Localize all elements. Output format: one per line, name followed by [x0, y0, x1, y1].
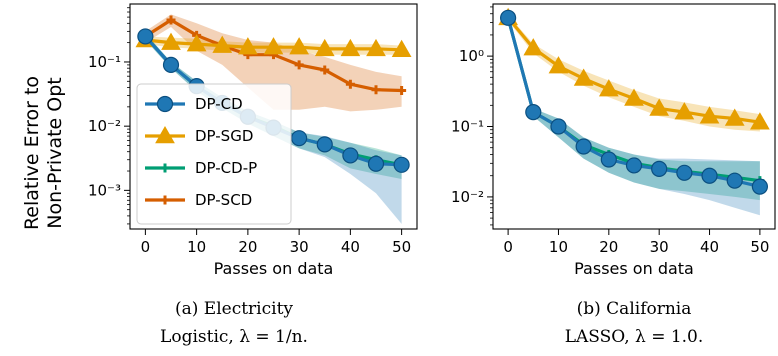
point-dp-sgd	[598, 79, 619, 97]
y-tick-label: 10⁻²	[88, 117, 121, 135]
point-dp-cd	[701, 167, 718, 184]
point-dp-sgd	[573, 68, 594, 86]
plot-frame	[129, 3, 418, 230]
point-dp-sgd	[391, 39, 412, 58]
y-tick-label: 10⁻¹	[451, 118, 484, 136]
point-dp-sgd	[674, 102, 695, 120]
point-dp-sgd	[366, 38, 386, 57]
point-dp-sgd	[340, 38, 361, 57]
point-dp-sgd	[624, 88, 644, 106]
point-dp-cd	[393, 156, 410, 173]
x-tick-label: 10	[187, 238, 206, 256]
point-dp-cd	[575, 138, 592, 155]
point-dp-sgd	[548, 56, 569, 74]
point-dp-cd	[316, 136, 333, 153]
point-dp-scd	[294, 60, 304, 70]
point-dp-cd	[726, 172, 743, 189]
point-dp-cd	[651, 160, 668, 177]
legend-label-dp-scd: DP-SCD	[195, 191, 252, 209]
point-dp-scd	[320, 65, 330, 75]
x-tick-label: 0	[503, 238, 513, 256]
y-tick-label: 10⁻²	[451, 188, 484, 206]
x-axis-title: Passes on data	[214, 259, 334, 278]
legend-box	[136, 83, 292, 225]
point-dp-sgd	[724, 108, 745, 126]
point-dp-sgd	[212, 35, 233, 53]
chart-panel-electricity: 10⁻¹ 10⁻² 10⁻³ 0 10 20 30 40 50 Passes on data DP-…	[88, 3, 418, 278]
point-dp-sgd	[523, 38, 544, 56]
caption-a-line-1: (a) Electricity	[175, 299, 293, 319]
point-dp-cd	[137, 28, 154, 45]
caption-a-line-2: Logistic, λ = 1/n.	[160, 327, 308, 347]
point-dp-cd	[751, 178, 768, 195]
x-tick-label: 20	[599, 238, 618, 256]
band-dp-scd	[145, 14, 402, 112]
y-tick-label: 10⁻³	[88, 181, 121, 199]
point-dp-scd	[397, 85, 407, 95]
x-tick-label: 50	[750, 238, 769, 256]
y-tick-label: 10⁰	[459, 47, 484, 65]
point-dp-cd	[500, 9, 517, 26]
point-dp-sgd	[699, 106, 720, 124]
legend-label-dp-sgd: DP-SGD	[195, 127, 253, 145]
x-tick-label: 50	[392, 238, 411, 256]
legend-marker-dp-cd-p	[160, 163, 170, 173]
point-dp-scd	[166, 15, 176, 25]
plot-frame	[492, 3, 776, 230]
point-dp-sgd	[750, 112, 770, 130]
point-dp-cd	[525, 104, 542, 121]
legend-label-dp-cd-p: DP-CD-P	[195, 159, 257, 177]
legend: DP-CD DP-SGD DP-CD-P DP-SCD	[136, 83, 292, 225]
legend-label-dp-cd: DP-CD	[195, 95, 243, 113]
y-tick-label: 10⁻¹	[88, 53, 121, 71]
x-tick-label: 40	[341, 238, 360, 256]
x-tick-label: 30	[290, 238, 309, 256]
legend-marker-dp-cd	[156, 95, 174, 113]
y-axis-label-line-1: Relative Error to	[21, 76, 43, 230]
point-dp-scd	[371, 85, 381, 95]
legend-marker-dp-sgd	[155, 125, 175, 144]
x-tick-label: 20	[238, 238, 257, 256]
point-dp-cd	[342, 147, 359, 164]
point-dp-sgd	[263, 37, 284, 55]
point-dp-sgd	[289, 37, 309, 55]
band-dp-cd	[508, 15, 760, 216]
legend-marker-dp-scd	[160, 195, 170, 205]
x-axis-title: Passes on data	[574, 259, 694, 278]
x-tick-label: 10	[549, 238, 568, 256]
caption-b-line-1: (b) California	[577, 299, 692, 319]
point-dp-sgd	[161, 32, 181, 50]
point-dp-scd	[345, 79, 355, 89]
x-tick-label: 40	[700, 238, 719, 256]
point-dp-cd	[600, 151, 617, 168]
point-dp-cd	[550, 118, 567, 135]
band-dp-cd-p	[145, 33, 402, 179]
point-dp-cd	[676, 164, 693, 181]
point-dp-cd	[291, 130, 308, 147]
point-dp-cd	[367, 155, 385, 172]
x-tick-label: 30	[650, 238, 669, 256]
point-dp-sgd	[314, 38, 335, 57]
chart-panel-california: 10⁰ 10⁻¹ 10⁻² 0 10 20 30 40 50 Passes on data	[451, 3, 776, 278]
y-axis-label-line-2: Non-Private Opt	[44, 77, 66, 228]
point-dp-sgd	[238, 37, 258, 55]
point-dp-sgd	[186, 34, 207, 52]
point-dp-sgd	[649, 98, 670, 116]
point-dp-cd	[625, 157, 643, 174]
x-tick-label: 0	[141, 238, 151, 256]
caption-b-line-2: LASSO, λ = 1.0.	[565, 327, 704, 347]
point-dp-cd	[162, 56, 180, 74]
